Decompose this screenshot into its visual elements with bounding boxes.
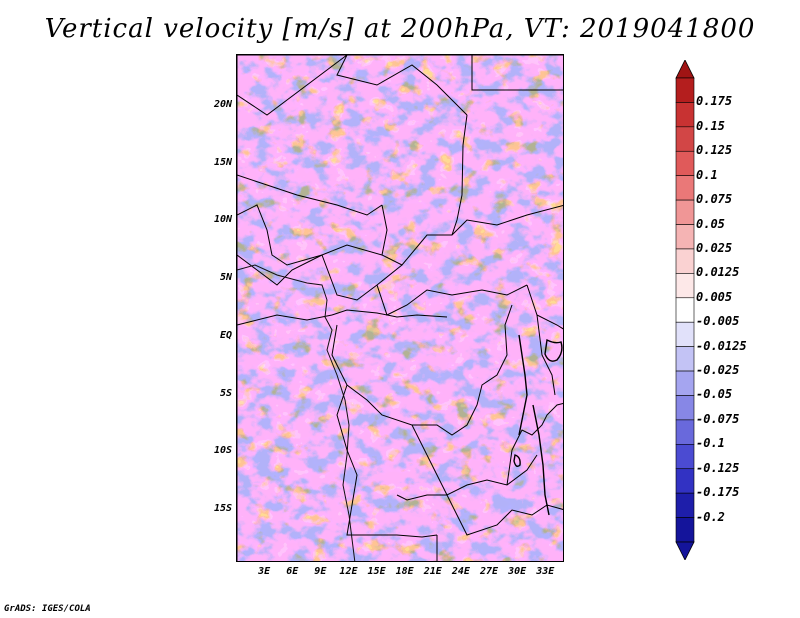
colorbar-level-label: 0.005: [696, 289, 733, 304]
lon-tick-label: 15E: [367, 566, 386, 577]
colorbar: [675, 60, 695, 560]
lon-tick-label: 18E: [395, 566, 414, 577]
colorbar-segment: [675, 273, 695, 299]
colorbar-level-label: -0.2: [696, 509, 725, 524]
colorbar-segment: [675, 321, 695, 347]
colorbar-segment: [675, 468, 695, 494]
lat-tick-label: 5S: [219, 387, 232, 399]
lon-tick-label: 6E: [286, 566, 299, 577]
coastline: [237, 264, 356, 561]
colorbar-level-label: 0.175: [696, 94, 733, 109]
lake-outlines: [513, 334, 563, 516]
colorbar-level-label: 0.1: [696, 167, 718, 182]
colorbar-segment: [675, 126, 695, 152]
lon-tick-label: 21E: [423, 566, 442, 577]
map-panel: [236, 54, 564, 562]
colorbar-segment: [675, 150, 695, 176]
colorbar-segment: [675, 444, 695, 470]
vertical-velocity-field: [237, 55, 563, 561]
lon-tick-label: 33E: [536, 566, 555, 577]
colorbar-level-label: 0.15: [696, 118, 725, 133]
lon-tick-label: 3E: [258, 566, 271, 577]
grads-credit: GrADS: IGES/COLA: [4, 604, 91, 614]
colorbar-level-label: 0.125: [696, 143, 733, 158]
lat-tick-label: 5N: [219, 272, 232, 284]
colorbar-over-triangle: [675, 60, 695, 79]
colorbar-segment: [675, 370, 695, 396]
colorbar-level-label: 0.075: [696, 192, 733, 207]
lon-tick-label: 9E: [314, 566, 327, 577]
chart-title: Vertical velocity [m/s] at 200hPa, VT: 2…: [44, 14, 756, 44]
colorbar-level-label: -0.025: [696, 363, 740, 378]
colorbar-level-label: -0.05: [696, 387, 733, 402]
colorbar-level-label: 0.0125: [696, 265, 740, 280]
colorbar-segment: [675, 102, 695, 128]
colorbar-level-label: -0.005: [696, 314, 740, 329]
lat-tick-label: 10S: [213, 445, 232, 457]
colorbar-level-label: 0.025: [696, 240, 733, 255]
colorbar-segment: [675, 248, 695, 274]
colorbar-level-label: 0.05: [696, 216, 725, 231]
colorbar-segment: [675, 77, 695, 103]
lat-tick-label: 20N: [213, 98, 232, 110]
colorbar-level-label: -0.175: [696, 485, 740, 500]
colorbar-under-triangle: [675, 541, 695, 560]
lon-tick-label: 27E: [479, 566, 499, 577]
country-borders: [237, 55, 563, 561]
colorbar-segment: [675, 297, 695, 323]
colorbar-level-label: -0.1: [696, 436, 725, 451]
colorbar-segment: [675, 395, 695, 421]
colorbar-segment: [675, 346, 695, 372]
colorbar-segment: [675, 175, 695, 201]
lat-tick-label: 10N: [213, 214, 232, 226]
lat-tick-label: 15S: [213, 503, 232, 515]
lat-tick-label: EQ: [219, 329, 232, 341]
colorbar-level-label: -0.125: [696, 460, 740, 475]
lat-tick-label: 15N: [213, 156, 232, 168]
colorbar-level-label: -0.075: [696, 411, 740, 426]
lon-tick-label: 30E: [508, 566, 527, 577]
colorbar-segment: [675, 492, 695, 518]
colorbar-segment: [675, 517, 695, 543]
colorbar-segment: [675, 419, 695, 445]
lon-tick-label: 24E: [451, 566, 470, 577]
colorbar-level-label: -0.0125: [696, 338, 747, 353]
colorbar-segment: [675, 199, 695, 225]
lon-tick-label: 12E: [339, 566, 358, 577]
colorbar-segment: [675, 224, 695, 250]
